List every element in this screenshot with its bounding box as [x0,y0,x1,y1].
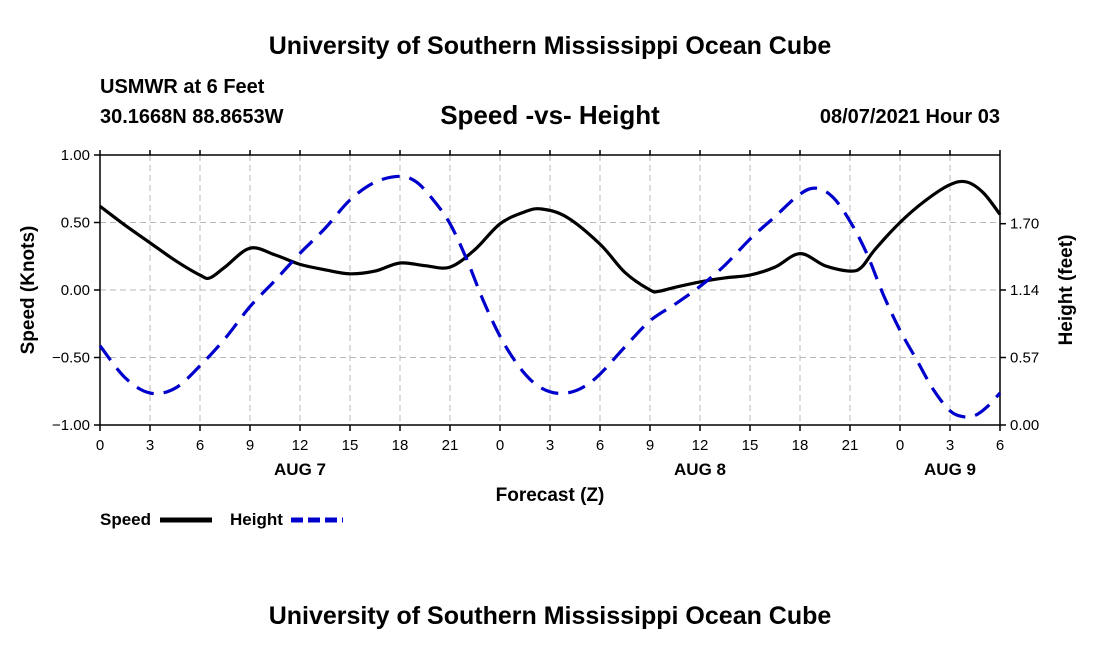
date-tick-label: AUG 8 [674,460,726,479]
y-tick-label-left: −1.00 [52,417,90,434]
x-tick-label: 12 [692,437,709,454]
x-tick-label: 3 [146,437,154,454]
chart-title: Speed -vs- Height [440,100,660,130]
top-title: University of Southern Mississippi Ocean… [268,32,832,60]
series-line-height [98,174,1002,419]
x-tick-label: 9 [246,437,254,454]
date-label: 08/07/2021 Hour 03 [819,106,1000,128]
y-tick-label-right: 0.57 [1010,350,1039,367]
y-tick-label-left: 1.00 [61,147,90,164]
x-tick-label: 3 [946,437,954,454]
x-tick-label: 21 [442,437,459,454]
legend-speed-label: Speed [100,510,152,529]
x-tick-label: 0 [96,437,104,454]
y-tick-label-right: 0.00 [1010,417,1039,434]
x-tick-label: 6 [196,437,204,454]
x-axis-label: Forecast (Z) [496,485,605,506]
bottom-title: University of Southern Mississippi Ocean… [268,602,832,630]
date-tick-label: AUG 9 [924,460,976,479]
y-tick-label-right: 1.70 [1010,216,1039,233]
y-tick-label-right: 1.14 [1010,282,1039,299]
station-coordinates: 30.1668N 88.8653W [100,106,284,128]
x-tick-label: 15 [342,437,359,454]
x-tick-label: 0 [496,437,504,454]
x-tick-label: 15 [742,437,759,454]
series-line-speed [99,179,1002,294]
y-tick-label-left: −0.50 [52,350,90,367]
x-tick-label: 6 [596,437,604,454]
y-axis-label-left: Speed (Knots) [18,226,39,355]
x-tick-label: 0 [896,437,904,454]
y-tick-label-left: 0.00 [61,282,90,299]
date-tick-label: AUG 7 [274,460,326,479]
y-tick-label-left: 0.50 [61,215,90,232]
x-tick-label: 12 [292,437,309,454]
x-tick-label: 6 [996,437,1004,454]
y-axis-label-right: Height (feet) [1056,235,1077,346]
x-tick-label: 3 [546,437,554,454]
x-tick-label: 18 [792,437,809,454]
station-name: USMWR at 6 Feet [100,76,265,98]
x-tick-label: 18 [392,437,409,454]
legend-height-label: Height [230,510,283,529]
x-tick-label: 9 [646,437,654,454]
x-tick-label: 21 [842,437,859,454]
